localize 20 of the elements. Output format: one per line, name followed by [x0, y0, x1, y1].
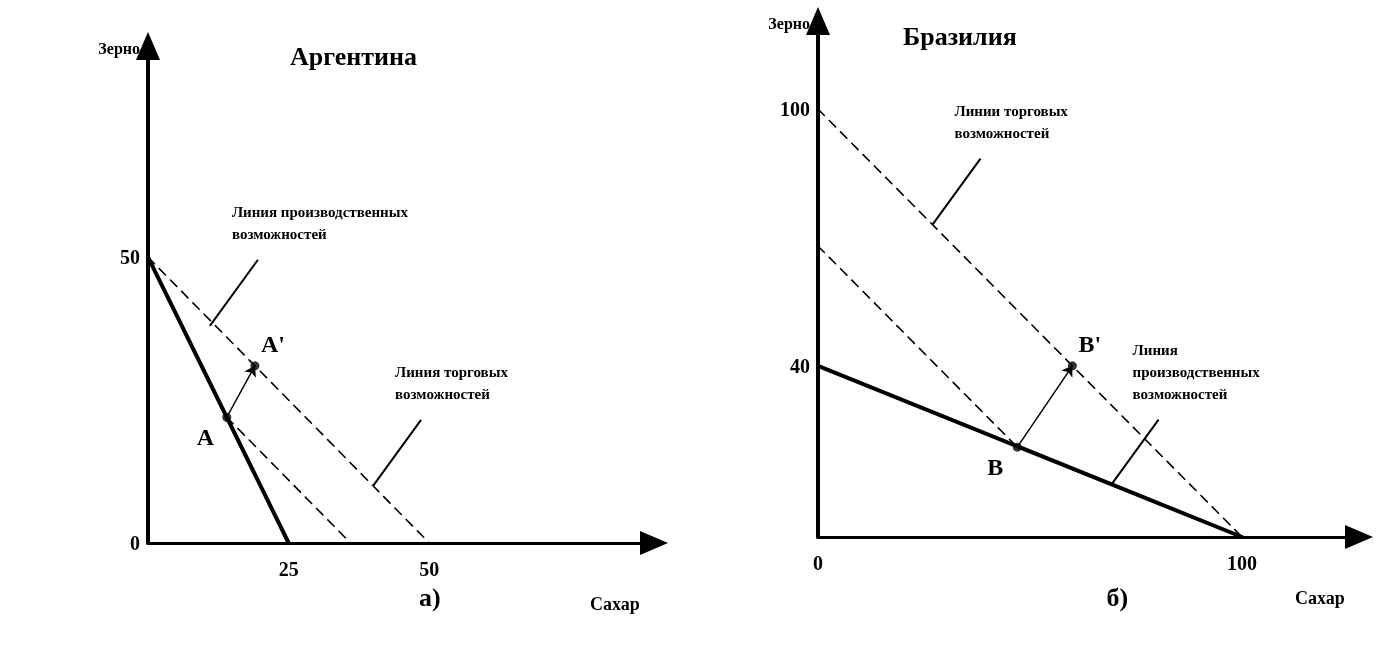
- y-axis-title: Зерно: [768, 14, 810, 33]
- annotation: B: [987, 454, 1004, 481]
- x-tick-label: 100: [1227, 552, 1258, 574]
- chart-title: Бразилия: [903, 21, 1017, 51]
- chart-title: Аргентина: [290, 41, 417, 71]
- annotation: Линия производственных возможностей: [231, 203, 409, 242]
- annotation: Линия производственных возможностей: [1132, 341, 1261, 402]
- text: б): [1106, 582, 1129, 612]
- x-tick-label: 50: [419, 558, 440, 580]
- y-axis-title: Зерно: [98, 39, 140, 58]
- annotation: B': [1078, 330, 1102, 357]
- annotation: A: [196, 424, 215, 451]
- y-tick-label: 40: [790, 354, 810, 377]
- text: а): [419, 582, 441, 612]
- x-tick-label: 25: [278, 558, 299, 580]
- x-axis-title: Сахар: [1295, 588, 1345, 608]
- annotation: Линии торговых возможностей: [954, 102, 1069, 141]
- x-axis-title: Сахар: [590, 594, 640, 614]
- annotation: A': [260, 330, 285, 357]
- annotation: Линия торговых возможностей: [395, 363, 509, 402]
